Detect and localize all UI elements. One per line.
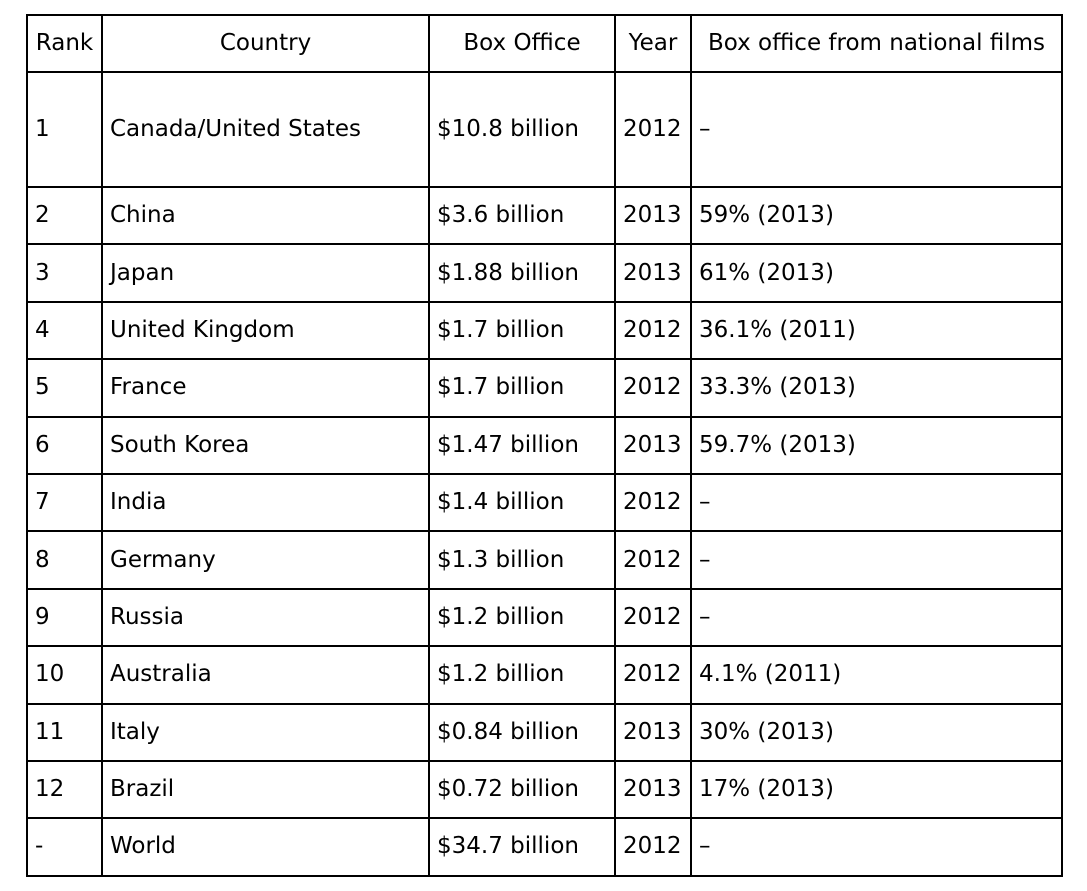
national-share-cell: – bbox=[690, 817, 1063, 877]
header-national-films: Box office from national films bbox=[690, 14, 1063, 73]
box-office-cell: $3.6 billion bbox=[428, 185, 616, 246]
rank-cell: 3 bbox=[26, 243, 103, 303]
rank-cell: - bbox=[26, 817, 103, 877]
table-row: 1 Canada/United States $10.8 billion 201… bbox=[26, 71, 1063, 188]
rank-cell: 7 bbox=[26, 472, 103, 533]
table-row: - World $34.7 billion 2012 – bbox=[26, 817, 1063, 877]
national-share-cell: 33.3% (2013) bbox=[690, 358, 1063, 418]
country-cell: Canada/United States bbox=[101, 71, 430, 188]
country-cell: Brazil bbox=[101, 759, 430, 820]
national-share-cell: 59% (2013) bbox=[690, 185, 1063, 246]
country-cell: Australia bbox=[101, 645, 430, 705]
national-share-cell: – bbox=[690, 71, 1063, 188]
box-office-cell: $34.7 billion bbox=[428, 817, 616, 877]
box-office-cell: $1.88 billion bbox=[428, 243, 616, 303]
rank-cell: 11 bbox=[26, 702, 103, 762]
box-office-cell: $0.72 billion bbox=[428, 759, 616, 820]
rank-cell: 2 bbox=[26, 185, 103, 246]
box-office-cell: $1.2 billion bbox=[428, 587, 616, 648]
rank-cell: 5 bbox=[26, 358, 103, 418]
country-cell: United Kingdom bbox=[101, 300, 430, 361]
header-year: Year bbox=[614, 14, 692, 73]
country-cell: Germany bbox=[101, 530, 430, 590]
year-cell: 2012 bbox=[614, 645, 692, 705]
year-cell: 2013 bbox=[614, 243, 692, 303]
table-row: 4 United Kingdom $1.7 billion 2012 36.1%… bbox=[26, 300, 1063, 361]
box-office-cell: $0.84 billion bbox=[428, 702, 616, 762]
country-cell: China bbox=[101, 185, 430, 246]
year-cell: 2012 bbox=[614, 300, 692, 361]
rank-cell: 10 bbox=[26, 645, 103, 705]
national-share-cell: 17% (2013) bbox=[690, 759, 1063, 820]
country-cell: Russia bbox=[101, 587, 430, 648]
table-row: 3 Japan $1.88 billion 2013 61% (2013) bbox=[26, 243, 1063, 303]
rank-cell: 9 bbox=[26, 587, 103, 648]
box-office-cell: $1.2 billion bbox=[428, 645, 616, 705]
box-office-cell: $1.47 billion bbox=[428, 415, 616, 475]
national-share-cell: – bbox=[690, 472, 1063, 533]
national-share-cell: 4.1% (2011) bbox=[690, 645, 1063, 705]
rank-cell: 1 bbox=[26, 71, 103, 188]
rank-cell: 6 bbox=[26, 415, 103, 475]
national-share-cell: 30% (2013) bbox=[690, 702, 1063, 762]
table-body: 1 Canada/United States $10.8 billion 201… bbox=[26, 71, 1063, 877]
table-header: Rank Country Box Office Year Box office … bbox=[26, 14, 1063, 73]
box-office-cell: $1.4 billion bbox=[428, 472, 616, 533]
year-cell: 2013 bbox=[614, 185, 692, 246]
box-office-cell: $1.7 billion bbox=[428, 300, 616, 361]
national-share-cell: – bbox=[690, 530, 1063, 590]
country-cell: France bbox=[101, 358, 430, 418]
table-row: 12 Brazil $0.72 billion 2013 17% (2013) bbox=[26, 759, 1063, 820]
header-box-office: Box Office bbox=[428, 14, 616, 73]
box-office-cell: $10.8 billion bbox=[428, 71, 616, 188]
country-cell: Japan bbox=[101, 243, 430, 303]
year-cell: 2012 bbox=[614, 587, 692, 648]
country-cell: India bbox=[101, 472, 430, 533]
table-row: 2 China $3.6 billion 2013 59% (2013) bbox=[26, 185, 1063, 246]
header-row: Rank Country Box Office Year Box office … bbox=[26, 14, 1063, 73]
country-cell: Italy bbox=[101, 702, 430, 762]
national-share-cell: 61% (2013) bbox=[690, 243, 1063, 303]
year-cell: 2012 bbox=[614, 358, 692, 418]
table-row: 9 Russia $1.2 billion 2012 – bbox=[26, 587, 1063, 648]
year-cell: 2012 bbox=[614, 472, 692, 533]
table-row: 11 Italy $0.84 billion 2013 30% (2013) bbox=[26, 702, 1063, 762]
box-office-cell: $1.7 billion bbox=[428, 358, 616, 418]
table-row: 6 South Korea $1.47 billion 2013 59.7% (… bbox=[26, 415, 1063, 475]
header-country: Country bbox=[101, 14, 430, 73]
year-cell: 2012 bbox=[614, 530, 692, 590]
table-row: 10 Australia $1.2 billion 2012 4.1% (201… bbox=[26, 645, 1063, 705]
year-cell: 2012 bbox=[614, 71, 692, 188]
country-cell: World bbox=[101, 817, 430, 877]
year-cell: 2012 bbox=[614, 817, 692, 877]
national-share-cell: 59.7% (2013) bbox=[690, 415, 1063, 475]
year-cell: 2013 bbox=[614, 702, 692, 762]
national-share-cell: 36.1% (2011) bbox=[690, 300, 1063, 361]
table-row: 7 India $1.4 billion 2012 – bbox=[26, 472, 1063, 533]
header-rank: Rank bbox=[26, 14, 103, 73]
year-cell: 2013 bbox=[614, 415, 692, 475]
rank-cell: 12 bbox=[26, 759, 103, 820]
year-cell: 2013 bbox=[614, 759, 692, 820]
rank-cell: 8 bbox=[26, 530, 103, 590]
table-row: 8 Germany $1.3 billion 2012 – bbox=[26, 530, 1063, 590]
table-row: 5 France $1.7 billion 2012 33.3% (2013) bbox=[26, 358, 1063, 418]
country-cell: South Korea bbox=[101, 415, 430, 475]
box-office-cell: $1.3 billion bbox=[428, 530, 616, 590]
national-share-cell: – bbox=[690, 587, 1063, 648]
box-office-table: Rank Country Box Office Year Box office … bbox=[26, 14, 1063, 877]
rank-cell: 4 bbox=[26, 300, 103, 361]
